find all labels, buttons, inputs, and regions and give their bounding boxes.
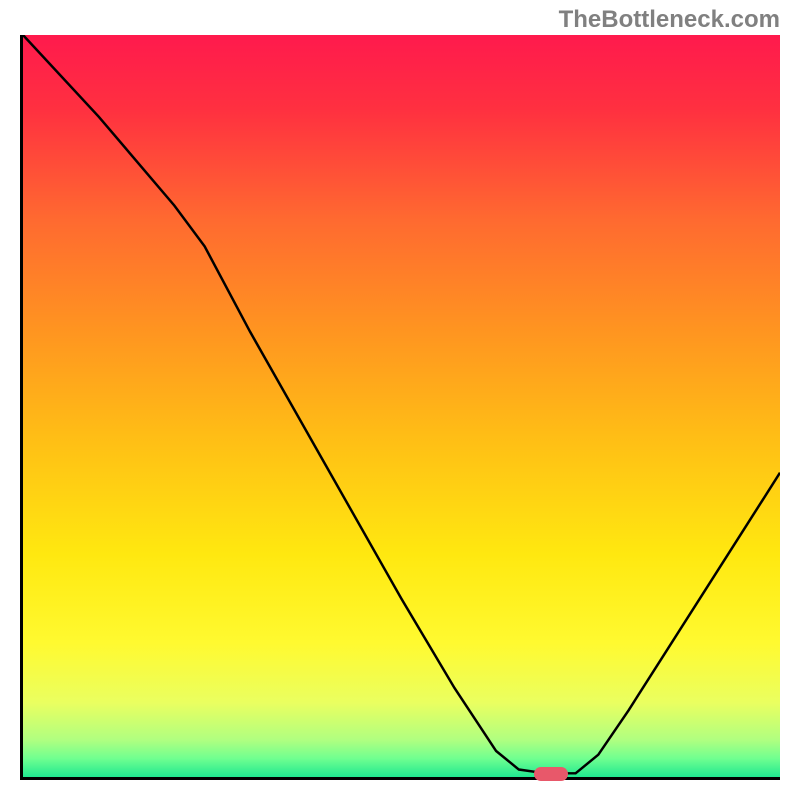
minimum-marker bbox=[534, 767, 568, 781]
curve-line bbox=[23, 35, 780, 777]
chart-container bbox=[20, 35, 780, 780]
watermark-text: TheBottleneck.com bbox=[559, 6, 780, 34]
